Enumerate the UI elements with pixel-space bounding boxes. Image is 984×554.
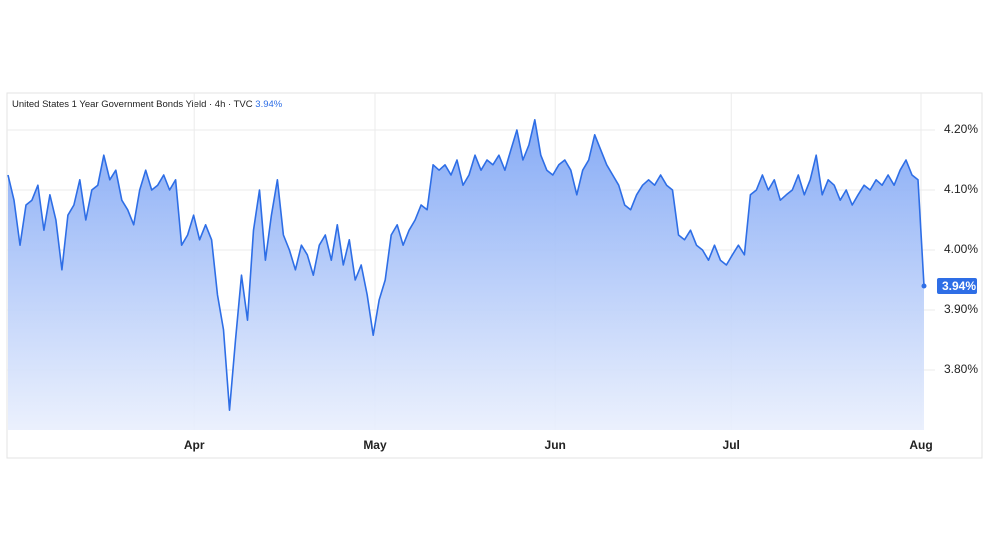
y-tick-label: 3.90% bbox=[944, 302, 978, 316]
x-tick-label: Jun bbox=[545, 438, 566, 452]
y-tick-label: 4.20% bbox=[944, 122, 978, 136]
line bbox=[7, 119, 925, 411]
x-tick-label: Jul bbox=[723, 438, 740, 452]
x-tick-label: Aug bbox=[909, 438, 932, 452]
x-tick-label: Apr bbox=[184, 438, 205, 452]
y-tick-label: 4.00% bbox=[944, 242, 978, 256]
area-fill bbox=[8, 119, 924, 431]
x-tick-label: May bbox=[363, 438, 387, 452]
title: United States 1 Year Government Bonds Yi… bbox=[12, 99, 253, 110]
last-point bbox=[921, 283, 927, 289]
price-badge-label: 3.94% bbox=[942, 279, 976, 293]
chart-title: United States 1 Year Government Bonds Yi… bbox=[12, 99, 283, 110]
price-badge bbox=[937, 278, 977, 294]
y-tick-label: 4.10% bbox=[944, 182, 978, 196]
header-price: 3.94% bbox=[255, 99, 282, 110]
chart-frame bbox=[6, 92, 983, 459]
y-tick-label: 3.80% bbox=[944, 362, 978, 376]
